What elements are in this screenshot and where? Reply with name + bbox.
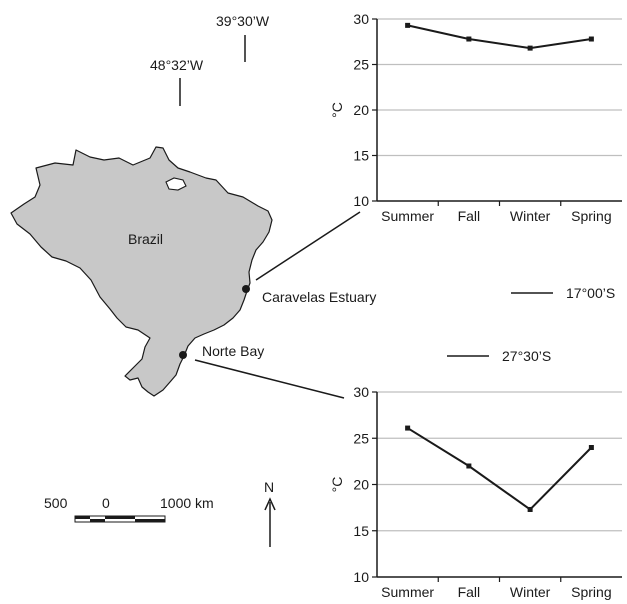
marajo-island (165, 177, 187, 191)
country-label: Brazil (128, 231, 163, 247)
y-tick-label: 25 (353, 57, 369, 73)
x-tick-label: Summer (381, 208, 434, 224)
chart-caravelas-estuary: 10 15 20 25 30 Summer Fall Winter Spring °C (329, 11, 622, 224)
latitude-label-27-30s: 27°30’S (502, 348, 551, 364)
scale-label-1000-km: 1000 km (160, 495, 214, 511)
y-tick-label: 30 (353, 384, 369, 400)
x-tick-label: Summer (381, 584, 434, 600)
x-tick-label: Winter (510, 584, 551, 600)
data-point-winter (527, 45, 533, 51)
site-label-caravelas: Caravelas Estuary (262, 289, 376, 305)
scale-label-0: 0 (102, 495, 110, 511)
longitude-label-39-30w: 39°30’W (216, 13, 270, 29)
north-arrow: N (264, 479, 276, 547)
x-tick-label: Spring (571, 584, 611, 600)
site-marker-norte-bay (179, 351, 187, 359)
longitude-label-48-32w: 48°32’W (150, 57, 204, 73)
y-tick-label: 20 (353, 477, 369, 493)
x-tick-label: Winter (510, 208, 551, 224)
data-point-summer (405, 22, 411, 28)
data-point-summer (405, 425, 411, 431)
y-tick-label: 25 (353, 430, 369, 446)
x-tick-label: Fall (458, 208, 481, 224)
data-point-fall (466, 36, 472, 42)
y-tick-label: 15 (353, 523, 369, 539)
y-axis-label: °C (329, 477, 345, 493)
y-tick-label: 20 (353, 102, 369, 118)
series-line (407, 24, 592, 50)
latitude-label-17s: 17°00’S (566, 285, 615, 301)
data-point-spring (588, 445, 594, 450)
connector-caravelas (255, 211, 361, 281)
y-axis-label: °C (329, 102, 345, 118)
y-tick-label: 15 (353, 148, 369, 164)
brazil-map: Brazil (10, 146, 273, 397)
north-arrow-head (264, 497, 276, 511)
site-marker-caravelas (242, 285, 250, 293)
connector-norte-bay (194, 359, 345, 399)
x-tick-label: Spring (571, 208, 611, 224)
brazil-outline (10, 146, 273, 397)
scale-bar: 500 0 1000 km (44, 495, 214, 523)
series-line (407, 427, 593, 511)
y-tick-label: 10 (353, 569, 369, 585)
site-label-norte-bay: Norte Bay (202, 343, 264, 359)
y-tick-label: 30 (353, 11, 369, 27)
chart-norte-bay: 10 15 20 25 30 Summer Fall Winter Spring °C (329, 384, 622, 600)
north-label: N (264, 479, 274, 495)
data-point-fall (466, 463, 472, 469)
data-point-winter (527, 506, 533, 512)
data-point-spring (588, 36, 594, 42)
scale-label-500: 500 (44, 495, 68, 511)
y-tick-label: 10 (353, 193, 369, 209)
x-tick-label: Fall (458, 584, 481, 600)
